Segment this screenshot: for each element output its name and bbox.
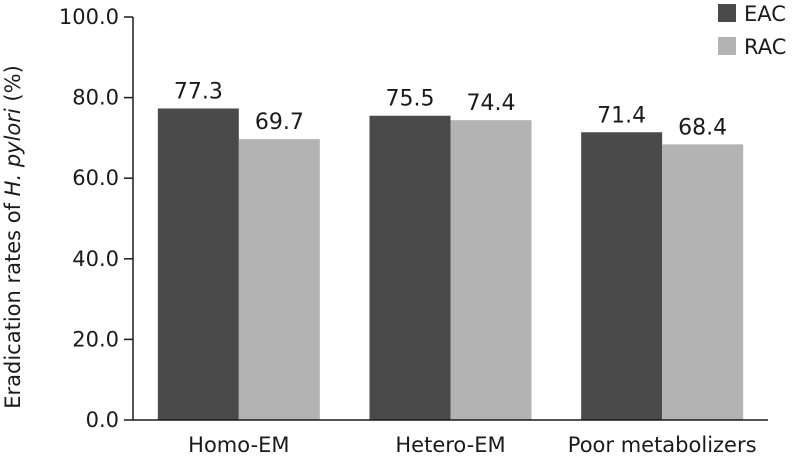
- x-axis-label: Poor metabolizers: [568, 433, 757, 457]
- data-label: 71.4: [597, 103, 646, 128]
- data-label: 74.4: [467, 91, 516, 116]
- bar-eac: [581, 132, 663, 420]
- bar-eac: [157, 108, 239, 420]
- data-label: 69.7: [255, 110, 304, 135]
- y-axis-title-italic: H. pylori: [1, 108, 25, 196]
- bar-rac: [238, 139, 320, 420]
- legend-swatch-eac: [718, 4, 736, 22]
- legend-swatch-rac: [718, 37, 736, 55]
- bar-rac: [450, 120, 532, 420]
- y-axis-title-suffix: (%): [1, 65, 25, 108]
- y-axis-title-prefix: Eradication rates of: [1, 196, 25, 408]
- y-tick-label: 100.0: [59, 5, 119, 29]
- legend: EAC RAC: [718, 2, 786, 59]
- data-labels: 77.3 69.7 75.5 74.4 71.4 68.4: [174, 79, 727, 140]
- y-tick-label: 40.0: [72, 247, 119, 271]
- bar-rac: [662, 144, 744, 420]
- y-tick-label: 0.0: [86, 408, 119, 432]
- bar-eac: [369, 115, 451, 421]
- y-axis-ticks: 0.0 20.0 40.0 60.0 80.0 100.0: [59, 5, 133, 432]
- axes: [132, 17, 768, 421]
- x-axis-labels: Homo-EM Hetero-EM Poor metabolizers: [188, 433, 756, 457]
- svg-text:Eradication rates of H. pylori: Eradication rates of H. pylori (%): [1, 65, 25, 409]
- y-tick-label: 60.0: [72, 166, 119, 190]
- legend-label: EAC: [744, 2, 786, 26]
- y-axis-title: Eradication rates of H. pylori (%): [1, 65, 25, 409]
- y-tick-label: 20.0: [72, 327, 119, 351]
- x-axis-label: Hetero-EM: [395, 433, 505, 457]
- bars: [157, 108, 744, 421]
- data-label: 77.3: [174, 79, 223, 104]
- y-tick-label: 80.0: [72, 86, 119, 110]
- x-axis-label: Homo-EM: [188, 433, 289, 457]
- legend-label: RAC: [744, 35, 786, 59]
- data-label: 75.5: [386, 87, 435, 112]
- data-label: 68.4: [678, 115, 727, 140]
